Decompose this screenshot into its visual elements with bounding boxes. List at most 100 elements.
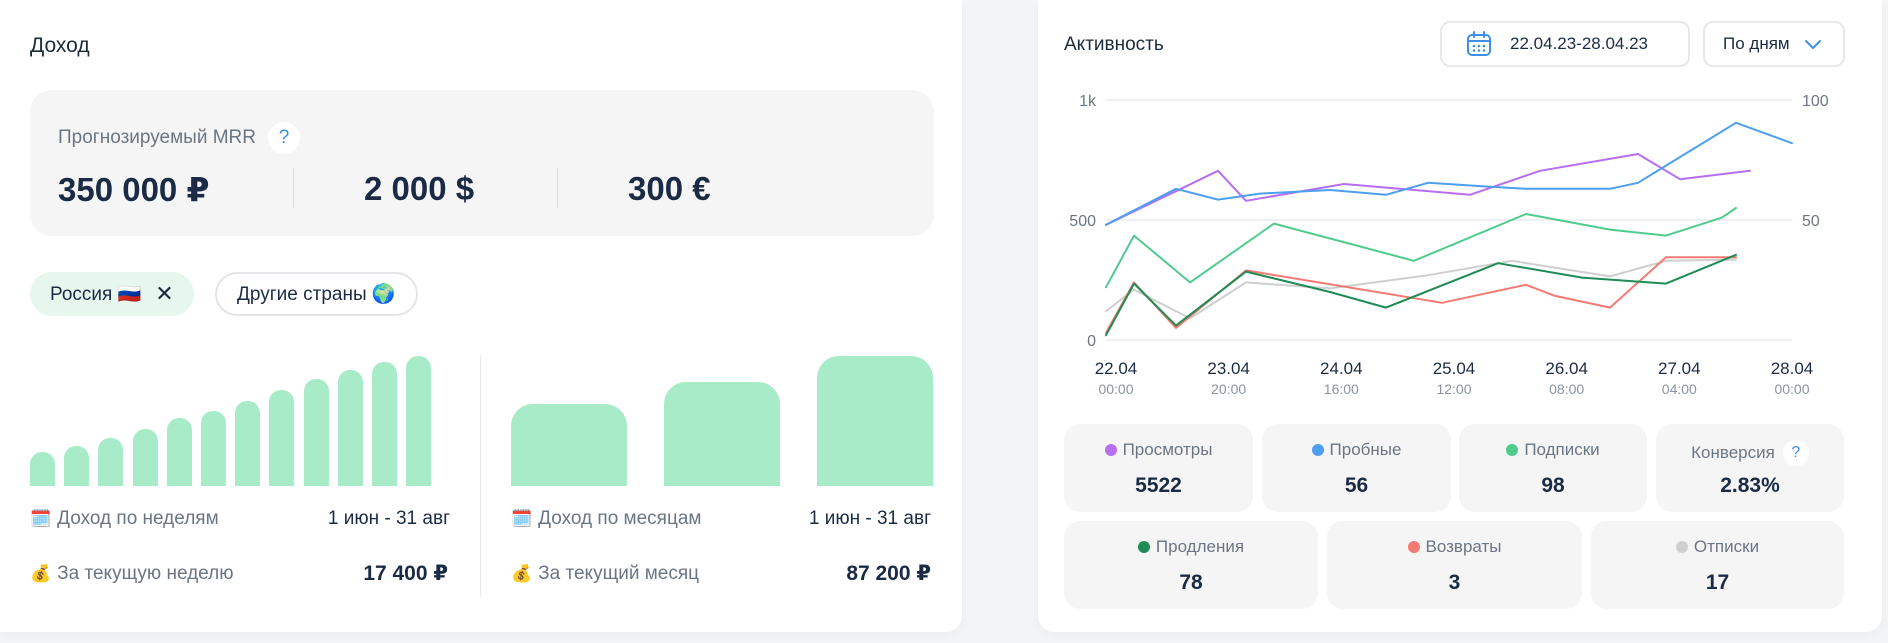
stat-tile-renewals: Продления 78 xyxy=(1064,521,1318,609)
y-tick-label: 500 xyxy=(1069,213,1096,230)
legend-dot xyxy=(1137,541,1150,553)
calendar-icon xyxy=(1467,31,1491,56)
chip-russia-label: Россия 🇷🇺 xyxy=(50,284,142,305)
bar[interactable] xyxy=(30,452,55,486)
stat-label-row: Продления xyxy=(1064,537,1318,557)
x-tick-time: 20:00 xyxy=(1211,381,1246,397)
y-tick-label: 1k xyxy=(1079,93,1097,110)
y2-tick-label: 50 xyxy=(1802,213,1820,230)
bar[interactable] xyxy=(166,418,192,486)
x-tick-date: 22.04 xyxy=(1095,359,1138,378)
legend-dot xyxy=(1407,541,1420,553)
monthly-range: 1 июн - 31 авг xyxy=(808,508,931,529)
monthly-current-label: 💰 За текущий месяц xyxy=(511,563,699,585)
chevron-down-icon xyxy=(1804,40,1821,49)
stat-tile-conversion: Конверсия? 2.83% xyxy=(1656,424,1844,512)
monthly-current-title: За текущий месяц xyxy=(538,563,700,584)
vertical-divider xyxy=(480,355,481,597)
calendar-icon: 🗓️ xyxy=(30,509,52,528)
activity-line-chart: 0 500 1k 50 100 22.04 00:00 23.04 20:00 24.04 16:0… xyxy=(1069,93,1829,397)
stat-value: 2.83% xyxy=(1720,474,1780,497)
stat-tile-unsubscribes: Отписки 17 xyxy=(1591,521,1844,609)
x-tick-date: 27.04 xyxy=(1658,359,1701,378)
monthly-income-label: 🗓️ Доход по месяцам xyxy=(511,508,701,530)
series-line-1 xyxy=(1105,121,1793,226)
x-tick-time: 08:00 xyxy=(1549,381,1584,397)
stat-tile-refunds: Возвраты 3 xyxy=(1327,521,1582,609)
stat-label: Отписки xyxy=(1693,537,1760,556)
income-title: Доход xyxy=(30,34,90,57)
bar[interactable] xyxy=(132,429,158,486)
stat-label: Продления xyxy=(1155,537,1245,556)
date-range-picker[interactable]: 22.04.23-28.04.23 xyxy=(1440,21,1690,67)
mrr-label: Прогнозируемый MRR xyxy=(58,127,256,148)
bar[interactable] xyxy=(201,411,226,486)
chip-other-countries-label: Другие страны 🌍 xyxy=(237,284,396,305)
help-icon[interactable]: ? xyxy=(1782,440,1809,466)
x-tick-time: 12:00 xyxy=(1436,381,1471,397)
chip-other-countries[interactable]: Другие страны 🌍 xyxy=(215,272,418,316)
bar[interactable] xyxy=(817,356,933,486)
mrr-divider xyxy=(557,168,558,208)
stat-label-row: Пробные xyxy=(1262,440,1451,460)
chip-russia[interactable]: Россия 🇷🇺 ✕ xyxy=(30,272,194,316)
x-tick-date: 26.04 xyxy=(1545,359,1588,378)
stat-label: Конверсия xyxy=(1691,443,1775,462)
x-tick-time: 04:00 xyxy=(1662,381,1697,397)
weekly-current-value: 17 400 ₽ xyxy=(363,562,448,585)
weekly-bar-chart xyxy=(30,356,452,486)
legend-dot xyxy=(1311,444,1324,456)
bar[interactable] xyxy=(98,438,124,486)
stat-value: 98 xyxy=(1541,474,1565,497)
bar[interactable] xyxy=(64,446,90,486)
mrr-box: Прогнозируемый MRR ? 350 000 ₽ 2 000 $ 3… xyxy=(30,90,934,236)
activity-title: Активность xyxy=(1064,34,1164,55)
weekly-range: 1 июн - 31 авг xyxy=(327,508,450,529)
mrr-value-eur: 300 € xyxy=(628,170,711,207)
mrr-help-icon[interactable]: ? xyxy=(267,122,300,154)
weekly-current-title: За текущую неделю xyxy=(57,563,234,584)
y-tick-label: 0 xyxy=(1087,333,1096,350)
stat-value: 78 xyxy=(1179,571,1203,594)
series-line-3 xyxy=(1105,253,1737,337)
date-range-value: 22.04.23-28.04.23 xyxy=(1510,34,1649,53)
weekly-income-label: 🗓️ Доход по неделям xyxy=(30,508,219,530)
x-tick-time: 16:00 xyxy=(1324,381,1359,397)
bar[interactable] xyxy=(269,390,295,486)
legend-dot xyxy=(1104,444,1117,456)
monthly-current-value: 87 200 ₽ xyxy=(846,562,931,585)
x-tick-date: 24.04 xyxy=(1320,359,1363,378)
stat-label-row: Отписки xyxy=(1591,537,1844,557)
x-tick-date: 28.04 xyxy=(1771,359,1814,378)
bar[interactable] xyxy=(511,404,627,486)
period-select[interactable]: По дням xyxy=(1703,21,1845,67)
x-tick-time: 00:00 xyxy=(1098,381,1133,397)
stat-label: Возвраты xyxy=(1425,537,1502,556)
stat-tile-trials: Пробные 56 xyxy=(1262,424,1451,512)
stat-tile-subscriptions: Подписки 98 xyxy=(1459,424,1647,512)
stat-label-row: Возвраты xyxy=(1327,537,1582,557)
mrr-value-rub: 350 000 ₽ xyxy=(58,171,210,208)
stat-label: Просмотры xyxy=(1122,440,1213,459)
bar[interactable] xyxy=(372,362,397,486)
legend-dot xyxy=(1675,541,1688,553)
weekly-income-title: Доход по неделям xyxy=(57,508,219,529)
stat-value: 17 xyxy=(1705,571,1730,594)
bar[interactable] xyxy=(303,379,329,486)
bar[interactable] xyxy=(235,401,261,486)
bar[interactable] xyxy=(406,356,432,486)
stat-label-row: Подписки xyxy=(1459,440,1647,460)
stat-tile-views: Просмотры 5522 xyxy=(1064,424,1253,512)
mrr-divider xyxy=(293,168,294,208)
bar[interactable] xyxy=(337,370,363,486)
monthly-income-title: Доход по месяцам xyxy=(538,508,702,529)
period-value: По дням xyxy=(1723,34,1790,53)
x-tick-date: 25.04 xyxy=(1433,359,1476,378)
money-bag-icon: 💰 xyxy=(30,564,52,583)
stat-label-row: Просмотры xyxy=(1064,440,1253,460)
bar[interactable] xyxy=(664,382,780,486)
series-line-5 xyxy=(1105,258,1737,320)
stat-value: 56 xyxy=(1344,474,1369,497)
close-icon[interactable]: ✕ xyxy=(155,281,174,306)
mrr-value-usd: 2 000 $ xyxy=(364,170,475,207)
